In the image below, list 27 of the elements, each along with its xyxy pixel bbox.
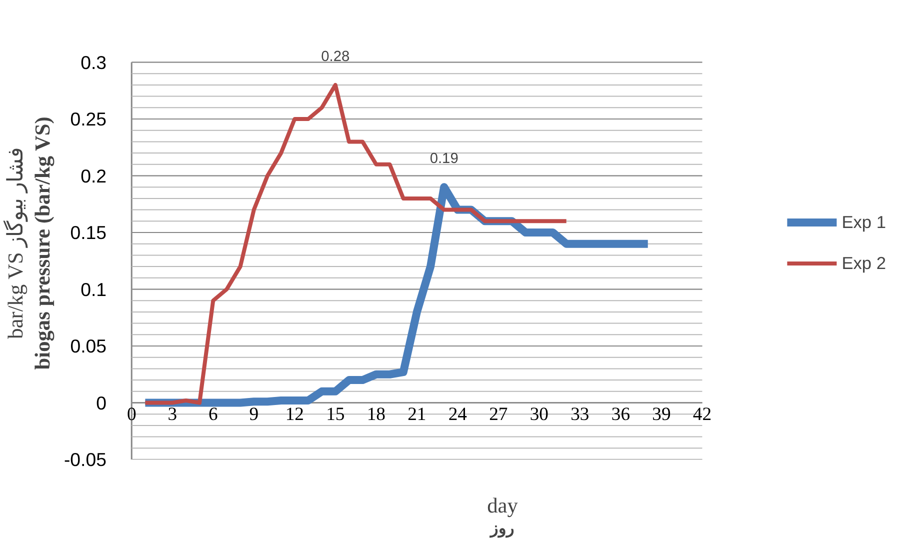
x-tick-label: 24 — [448, 404, 468, 425]
x-tick-label: 3 — [168, 404, 178, 425]
x-tick-label: 36 — [611, 404, 630, 425]
x-tick-label: 27 — [489, 404, 508, 425]
annotation: 0.19 — [430, 151, 458, 168]
x-tick-label: 6 — [208, 404, 218, 425]
y-tick-label: 0.25 — [70, 108, 106, 130]
x-tick-label: 33 — [570, 404, 590, 425]
y-tick-label: -0.05 — [64, 449, 107, 470]
legend-label: Exp 1 — [842, 212, 886, 232]
x-tick-label: 39 — [652, 404, 671, 425]
annotation: 0.28 — [321, 48, 350, 65]
line-series — [143, 82, 568, 405]
y-tick-label: 0.05 — [70, 336, 106, 356]
x-tick-label: 30 — [530, 404, 549, 425]
y-tick-label: 0.15 — [70, 222, 106, 243]
y-tick-label: 0.2 — [80, 165, 107, 186]
y-tick-label: 0.3 — [80, 52, 107, 73]
x-tick-label: 15 — [326, 404, 345, 425]
x-tick-label: 12 — [285, 404, 304, 425]
legend-label: Exp 2 — [842, 252, 886, 274]
x-tick-label: 9 — [249, 404, 259, 425]
x-tick-label: 18 — [366, 404, 386, 425]
x-tick-label: 42 — [692, 404, 712, 425]
x-tick-label: 21 — [408, 404, 426, 425]
x-tick-label: 0 — [126, 404, 136, 425]
y-tick-label: 0.1 — [80, 278, 107, 300]
